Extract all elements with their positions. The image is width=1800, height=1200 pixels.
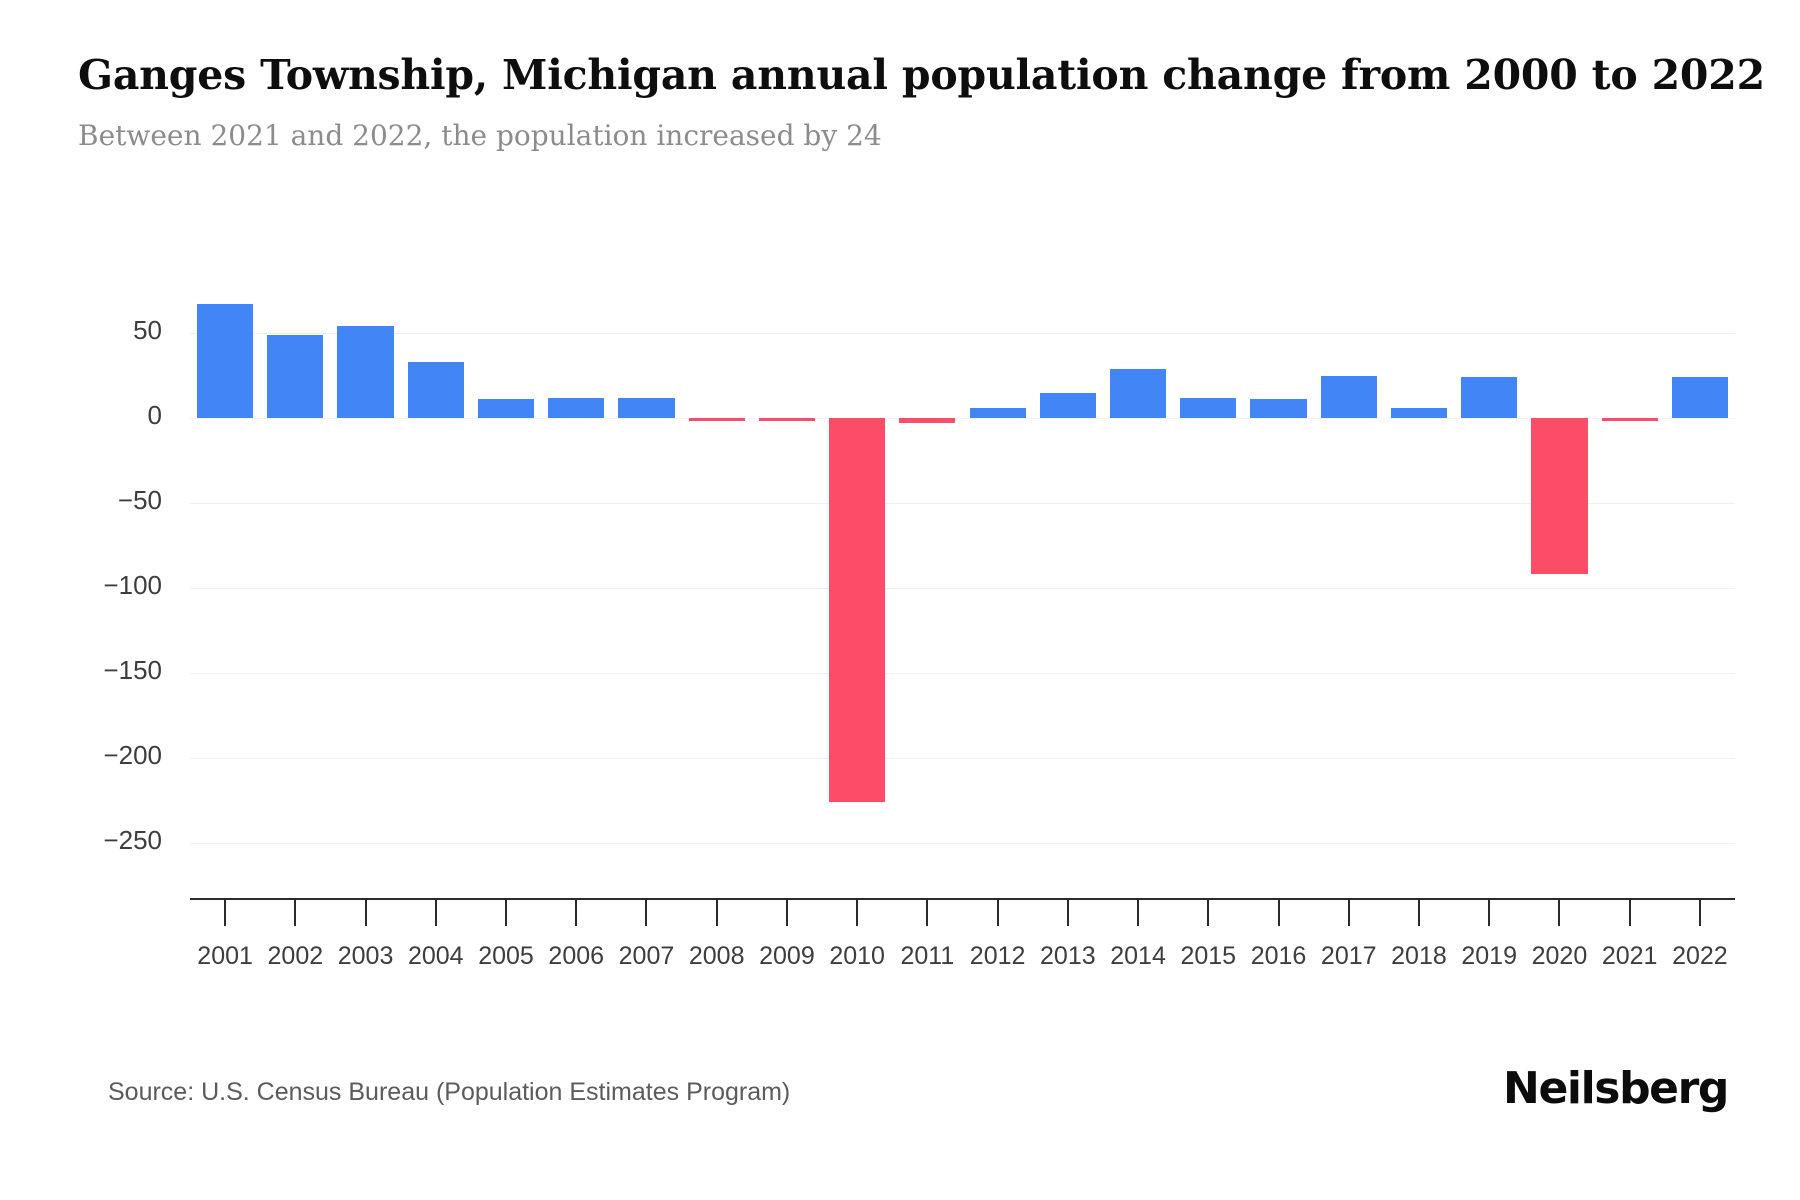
chart-subtitle: Between 2021 and 2022, the population in… [78,119,882,153]
bar-2022[interactable] [1671,377,1728,418]
bar-2009[interactable] [758,418,815,421]
bar-2002[interactable] [267,334,324,418]
bar-2012[interactable] [969,407,1026,418]
bar-2003[interactable] [337,326,394,418]
page-title: Ganges Township, Michigan annual populat… [78,51,1765,99]
bar-2007[interactable] [618,397,675,418]
bar-2017[interactable] [1320,375,1377,418]
bar-2020[interactable] [1531,418,1588,575]
bar-2010[interactable] [829,418,886,803]
bar-2018[interactable] [1390,407,1448,418]
bar-2021[interactable] [1601,418,1658,421]
bar-2011[interactable] [899,418,956,424]
bar-2008[interactable] [688,418,745,421]
bar-2004[interactable] [407,361,464,418]
bar-2016[interactable] [1250,399,1307,418]
bar-2006[interactable] [548,397,605,418]
brand-logo: Neilsberg [1503,1063,1729,1114]
chart-header: Ganges Township, Michigan annual populat… [78,51,1765,153]
bar-2001[interactable] [197,304,254,418]
bar-2013[interactable] [1039,392,1096,418]
bar-2014[interactable] [1109,368,1167,418]
bar-2005[interactable] [477,399,535,418]
bar-2019[interactable] [1461,377,1518,418]
source-note: Source: U.S. Census Bureau (Population E… [108,1078,791,1106]
bar-2015[interactable] [1180,397,1237,418]
